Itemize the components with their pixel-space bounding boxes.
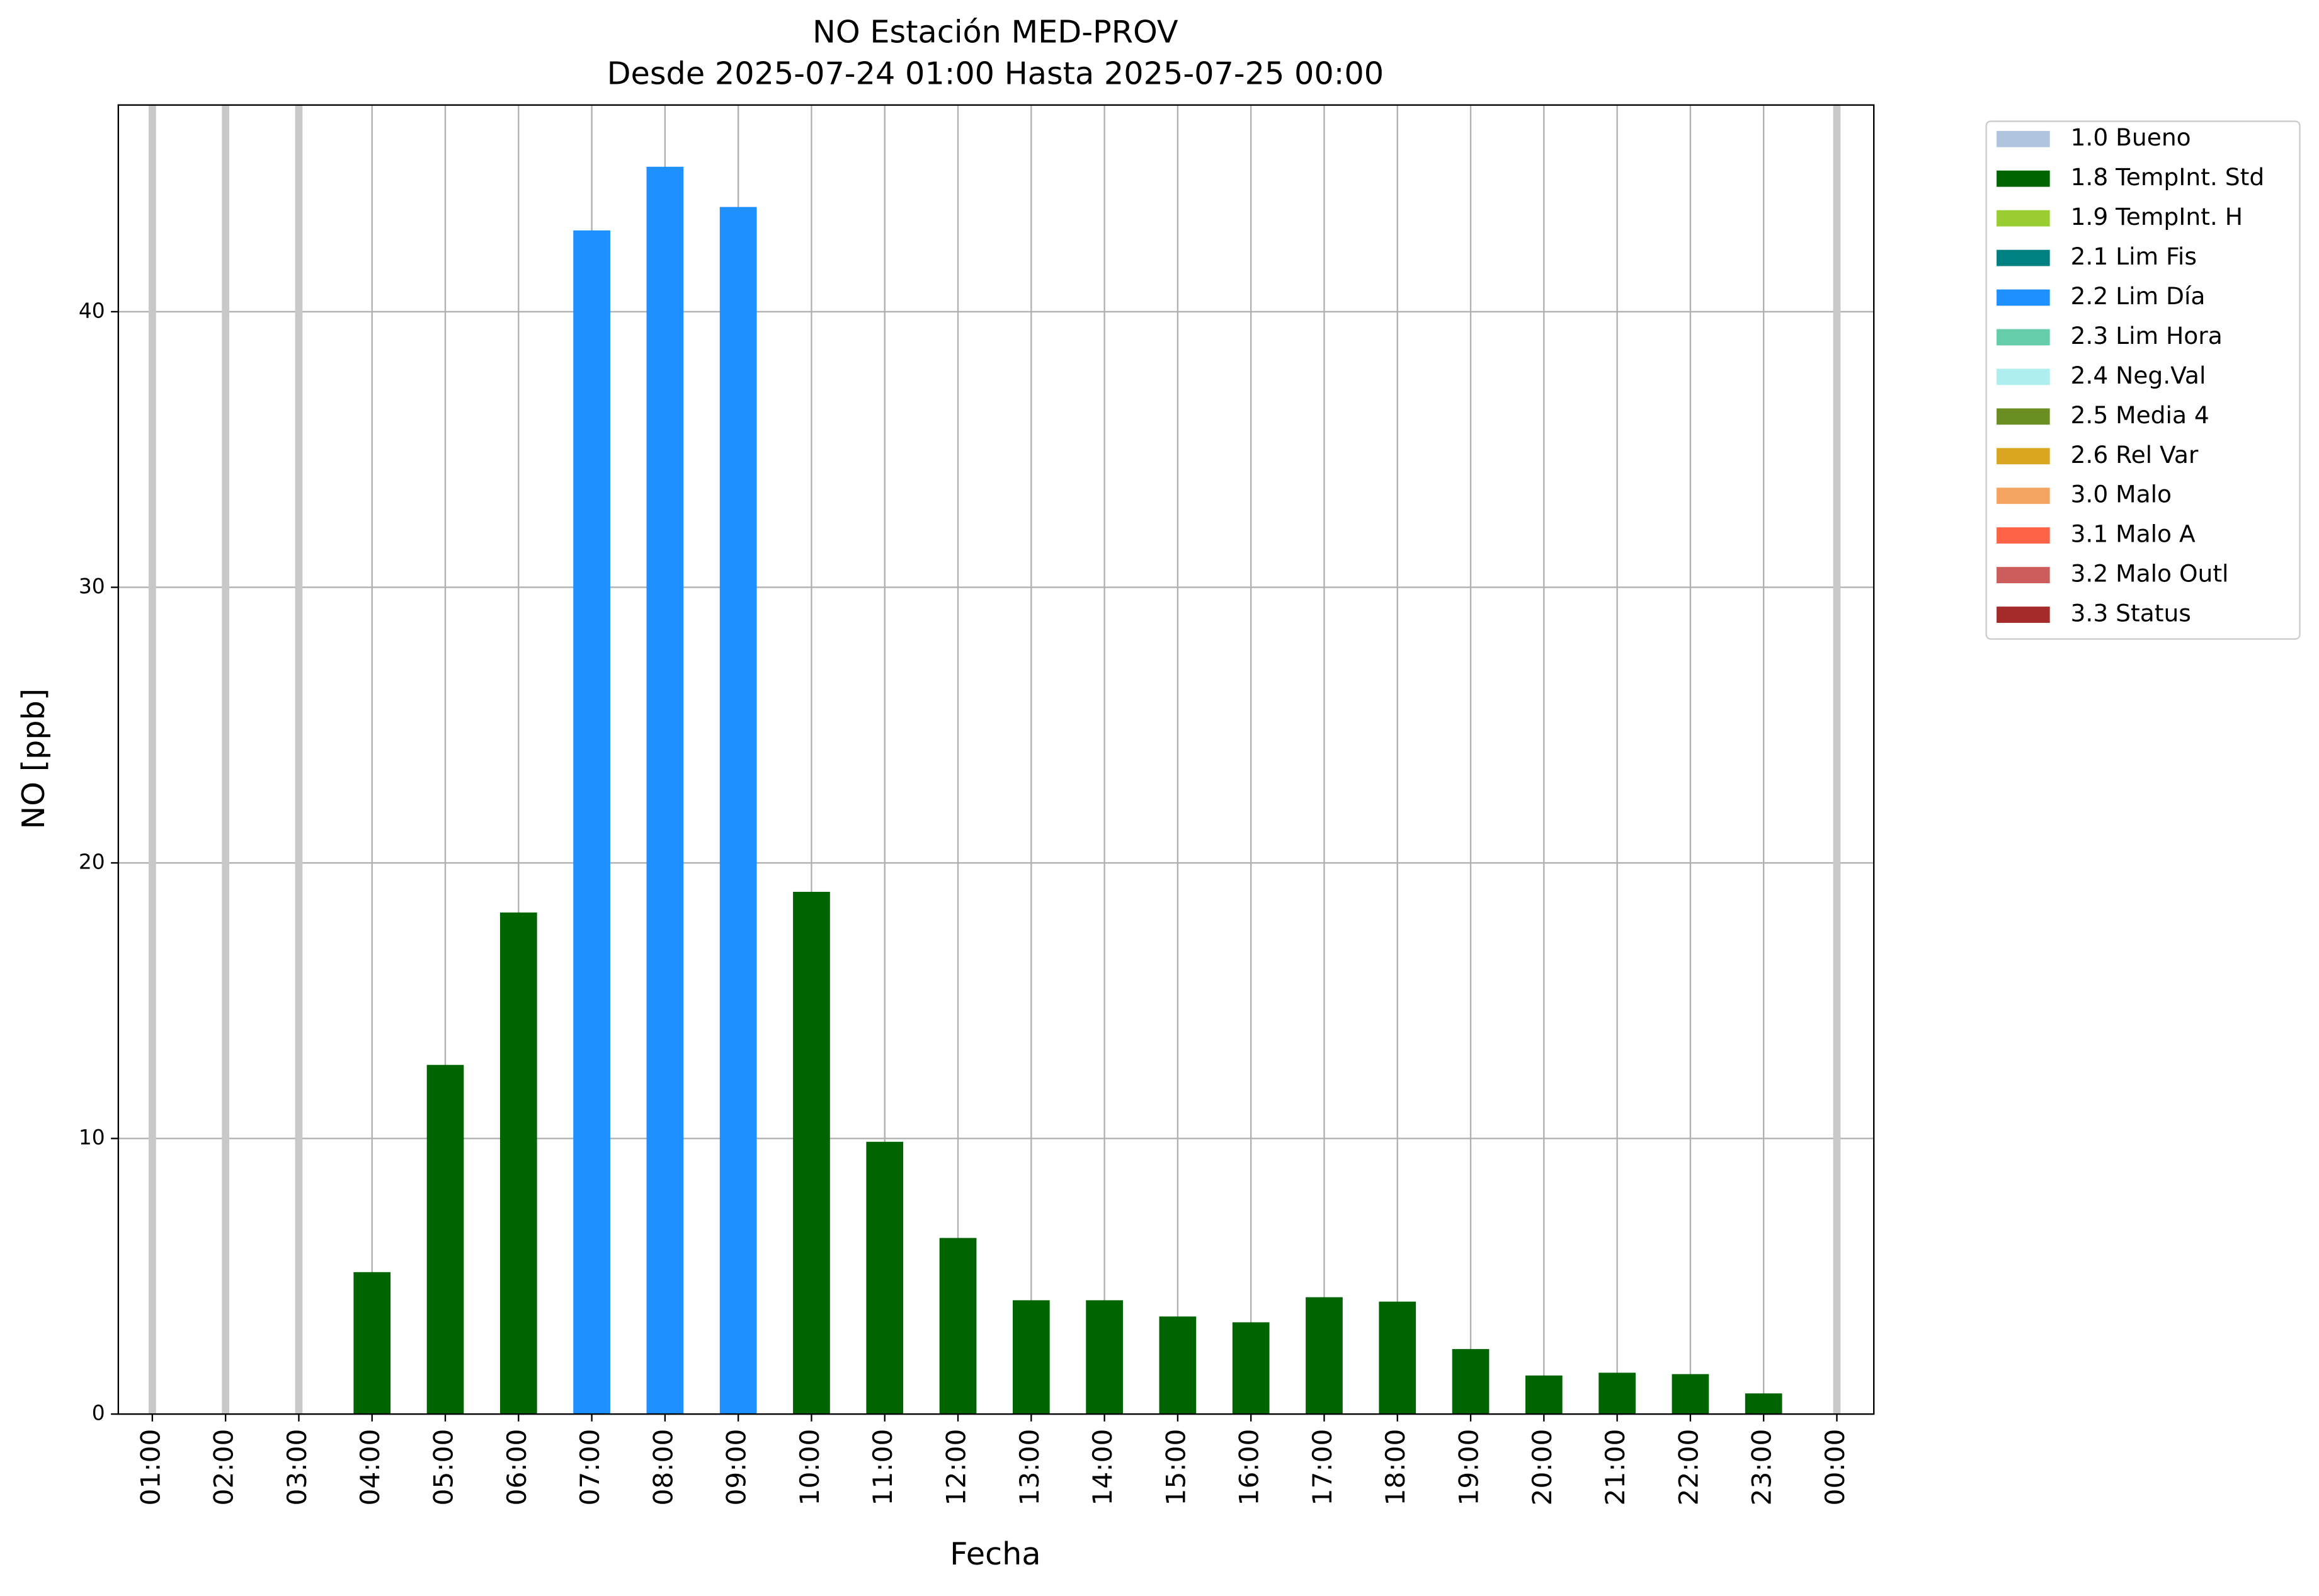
bar [1306, 1297, 1343, 1415]
x-tick-label: 19:00 [1454, 1429, 1484, 1506]
x-tick-label: 02:00 [208, 1429, 239, 1506]
bar [1379, 1301, 1416, 1415]
legend-swatch [1997, 130, 2050, 147]
x-tick-label: 00:00 [1820, 1429, 1850, 1506]
bar [1086, 1300, 1123, 1415]
legend-swatch [1997, 289, 2050, 306]
legend-swatch [1997, 408, 2050, 425]
bar [719, 207, 757, 1415]
x-tick-label: 13:00 [1014, 1429, 1045, 1506]
legend-swatch [1997, 329, 2050, 346]
legend-swatch [1997, 170, 2050, 187]
x-tick-label: 10:00 [794, 1429, 825, 1506]
grid: 0 10 20 30 40 01:00 02:00 03:00 04:00 05:00 06:00 0… [79, 105, 1874, 1506]
legend-swatch [1997, 607, 2050, 623]
y-tick-label: 30 [79, 574, 105, 598]
bar [1598, 1372, 1636, 1415]
x-tick-label: 04:00 [355, 1429, 385, 1506]
x-axis-label: Fecha [950, 1536, 1041, 1572]
legend-swatch [1997, 567, 2050, 584]
y-tick-label: 10 [79, 1125, 105, 1149]
marks [353, 166, 1782, 1415]
bar [1452, 1348, 1490, 1415]
legend-swatch [1997, 368, 2050, 385]
bar [1159, 1316, 1197, 1415]
x-tick-label: 21:00 [1600, 1429, 1631, 1506]
legend-label: 2.3 Lim Hora [2071, 322, 2223, 350]
x-tick-label: 14:00 [1087, 1429, 1118, 1506]
y-tick-label: 40 [79, 298, 105, 322]
y-tick-label: 0 [92, 1401, 105, 1425]
bar [353, 1272, 391, 1415]
legend-label: 2.2 Lim Día [2071, 282, 2206, 310]
x-tick-label: 22:00 [1673, 1429, 1704, 1506]
x-tick-label: 07:00 [574, 1429, 605, 1506]
chart-title: NO Estación MED-PROV [812, 14, 1178, 50]
bar [1012, 1300, 1050, 1415]
x-tick-label: 01:00 [135, 1429, 166, 1506]
legend-label: 3.2 Malo Outl [2071, 560, 2229, 588]
bar [426, 1064, 464, 1415]
x-tick-label: 11:00 [867, 1429, 898, 1506]
x-tick-label: 23:00 [1746, 1429, 1777, 1506]
bar [866, 1141, 904, 1415]
bar [1745, 1393, 1782, 1415]
legend-label: 2.1 Lim Fis [2071, 242, 2197, 270]
legend-swatch [1997, 487, 2050, 504]
y-tick-label: 20 [79, 850, 105, 874]
x-tick-label: 16:00 [1234, 1429, 1265, 1506]
legend-label: 2.5 Media 4 [2071, 401, 2209, 429]
x-tick-label: 15:00 [1160, 1429, 1191, 1506]
bar [793, 891, 830, 1415]
x-tick-label: 18:00 [1380, 1429, 1411, 1506]
legend-label: 3.1 Malo A [2071, 520, 2196, 548]
legend-swatch [1997, 527, 2050, 544]
legend: 1.0 Bueno 1.8 TempInt. Std 1.9 TempInt. H 2… [1985, 120, 2301, 640]
legend-label: 3.0 Malo [2071, 481, 2172, 508]
chart-subtitle: Desde 2025-07-24 01:00 Hasta 2025-07-25 … [607, 55, 1384, 91]
legend-swatch [1997, 249, 2050, 266]
x-tick-label: 08:00 [647, 1429, 678, 1506]
legend-label: 3.3 Status [2071, 600, 2191, 627]
x-tick-label: 06:00 [501, 1429, 532, 1506]
bar [646, 166, 684, 1415]
bar [573, 230, 610, 1415]
bar [939, 1238, 977, 1415]
x-tick-label: 03:00 [282, 1429, 312, 1506]
legend-label: 1.8 TempInt. Std [2071, 163, 2265, 191]
legend-label: 2.4 Neg.Val [2071, 362, 2206, 389]
legend-box [1985, 120, 2301, 640]
y-axis-label: NO [ppb] [15, 688, 52, 829]
legend-swatch [1997, 210, 2050, 227]
bar [1525, 1375, 1563, 1415]
x-tick-label: 20:00 [1527, 1429, 1558, 1506]
legend-label: 1.9 TempInt. H [2071, 203, 2243, 231]
legend-label: 1.0 Bueno [2071, 123, 2191, 151]
axes-frame [117, 104, 1875, 1415]
x-tick-label: 12:00 [941, 1429, 972, 1506]
bar [499, 912, 537, 1415]
x-tick-label: 09:00 [721, 1429, 752, 1506]
legend-label: 2.6 Rel Var [2071, 441, 2199, 469]
x-tick-label: 05:00 [428, 1429, 459, 1506]
x-tick-label: 17:00 [1307, 1429, 1338, 1506]
bar [1672, 1374, 1709, 1415]
bar [1232, 1322, 1270, 1415]
legend-swatch [1997, 448, 2050, 465]
